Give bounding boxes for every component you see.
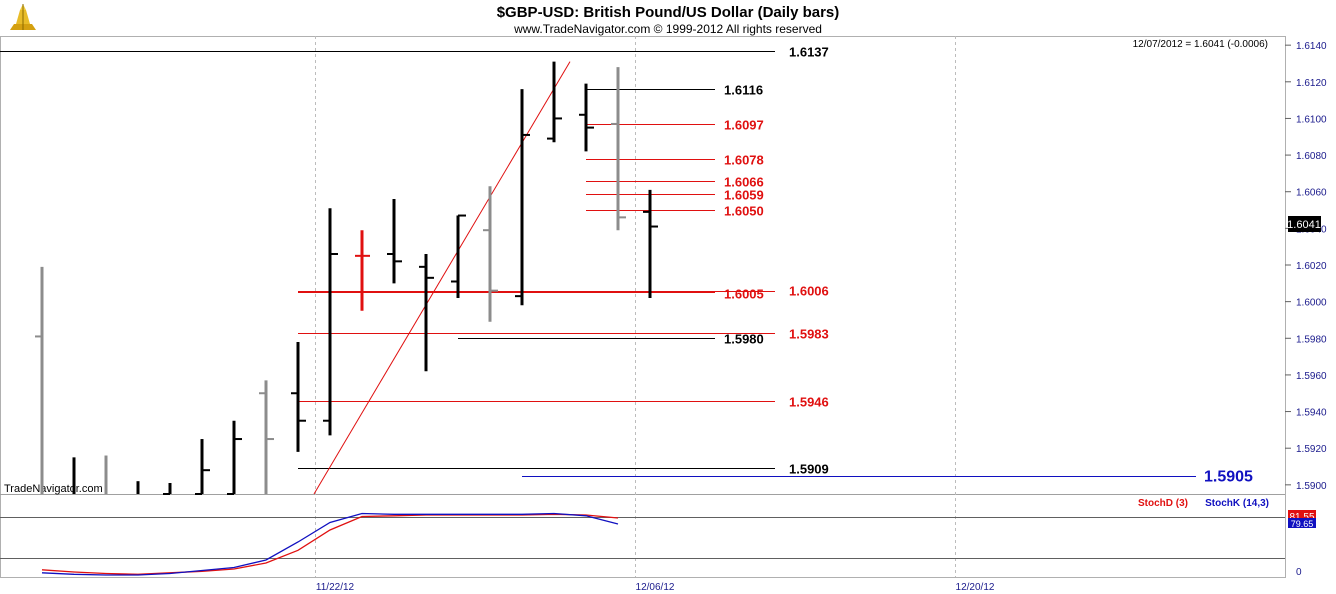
trendline-segment	[313, 61, 571, 495]
chart-title: $GBP-USD: British Pound/US Dollar (Daily…	[497, 4, 840, 21]
last-price-info: 12/07/2012 = 1.6041 (-0.0006)	[1133, 39, 1268, 50]
level-label: 1.6137	[789, 45, 829, 60]
date-axis: 11/22/12 12/06/12 12/20/12	[316, 582, 995, 593]
watermark-text: TradeNavigator.com	[4, 483, 103, 495]
price-tick-label: 1.6100	[1296, 114, 1327, 125]
ohlc-bar	[643, 189, 658, 298]
stochk-legend: StochK (14,3)	[1205, 498, 1269, 509]
level-label: 1.6116	[724, 83, 763, 98]
level-label: 1.6050	[724, 204, 764, 219]
ohlc-bar	[195, 439, 210, 495]
ohlc-bar	[483, 186, 498, 322]
level-label: 1.5983	[789, 327, 829, 342]
stochk-value-box	[1288, 518, 1316, 528]
price-tick-label: 1.5900	[1296, 481, 1327, 492]
ohlc-bar	[227, 420, 242, 495]
date-tick-label: 12/20/12	[956, 582, 995, 593]
level-label: 1.6059	[724, 188, 764, 203]
level-label: 1.6006	[789, 284, 829, 299]
ohlc-bar	[579, 83, 594, 152]
ohlc-bar	[547, 61, 562, 143]
ohlc-bar	[35, 266, 44, 494]
stochastic-panel: StochD (3) StochK (14,3) 81.55 79.65 0	[0, 498, 1316, 578]
stochd-legend: StochD (3)	[1138, 498, 1188, 509]
ohlc-bar	[419, 254, 434, 372]
vertical-gridlines	[315, 36, 956, 577]
price-tick-label: 1.6120	[1296, 78, 1327, 89]
price-tick-label: 1.5920	[1296, 444, 1327, 455]
stochd-value: 81.55	[1289, 512, 1314, 523]
price-tick-label: 1.6140	[1296, 41, 1327, 52]
level-label: 1.6005	[724, 287, 764, 302]
price-tick-label: 1.5980	[1296, 334, 1327, 345]
last-price-marker: 1.6041	[1287, 216, 1321, 232]
price-tick-label: 1.5940	[1296, 408, 1327, 419]
level-label: 1.5905	[1204, 469, 1253, 486]
stoch-axis-zero: 0	[1296, 567, 1302, 578]
ohlc-bar	[387, 199, 402, 284]
copyright-text: www.TradeNavigator.com © 1999-2012 All r…	[513, 22, 822, 36]
ohlc-bar	[611, 67, 626, 231]
stochd-line	[41, 513, 619, 575]
price-tick-label: 1.6020	[1296, 261, 1327, 272]
last-price-label: 1.6041	[1287, 219, 1321, 231]
level-label: 1.6097	[724, 118, 764, 133]
ohlc-bar	[259, 380, 274, 494]
level-label: 1.6066	[724, 175, 764, 190]
date-tick-label: 11/22/12	[316, 582, 355, 593]
price-tick-label: 1.5960	[1296, 371, 1327, 382]
ohlc-bar	[515, 89, 530, 306]
price-tick-label: 1.6060	[1296, 188, 1327, 199]
tradenavigator-logo-icon	[10, 4, 36, 30]
ohlc-bar	[163, 483, 172, 495]
ohlc-bar	[291, 341, 306, 452]
ohlc-bar	[323, 208, 338, 436]
level-label: 1.6078	[724, 153, 764, 168]
ohlc-bar	[355, 230, 370, 311]
chart-frame	[0, 36, 1286, 578]
trendline	[313, 61, 571, 495]
level-label: 1.5946	[789, 395, 829, 410]
price-tick-label: 1.6000	[1296, 298, 1327, 309]
price-axis: 1.61401.61201.61001.60801.60601.60401.60…	[1285, 41, 1327, 492]
ohlc-bar	[451, 214, 466, 298]
level-label: 1.5909	[789, 462, 829, 477]
date-tick-label: 12/06/12	[636, 582, 675, 593]
level-label: 1.5980	[724, 332, 764, 347]
price-levels: 1.61371.61161.60971.60781.60661.60591.60…	[0, 45, 1253, 486]
stochk-line	[41, 512, 619, 576]
price-tick-label: 1.6080	[1296, 151, 1327, 162]
stochk-value: 79.65	[1291, 519, 1314, 529]
ohlc-bars	[35, 61, 658, 495]
